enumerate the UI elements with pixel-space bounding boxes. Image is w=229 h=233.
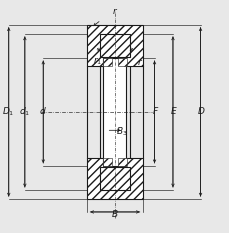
- Bar: [87, 158, 142, 199]
- Text: $D_1$: $D_1$: [2, 106, 14, 118]
- Text: E: E: [170, 107, 176, 116]
- Text: F: F: [152, 107, 157, 116]
- Bar: [118, 158, 126, 166]
- Bar: [87, 24, 142, 66]
- Text: d: d: [40, 107, 45, 116]
- Bar: [103, 58, 111, 66]
- Text: B: B: [112, 210, 117, 219]
- Text: r: r: [113, 7, 116, 17]
- Bar: [100, 34, 129, 57]
- Bar: [118, 58, 126, 66]
- Bar: [103, 58, 126, 166]
- Text: D: D: [197, 107, 204, 116]
- Bar: [103, 158, 111, 166]
- Text: $d_1$: $d_1$: [19, 106, 30, 118]
- Text: r: r: [137, 58, 141, 67]
- Text: $r_1$: $r_1$: [93, 55, 102, 67]
- Text: $B_3$: $B_3$: [116, 125, 127, 138]
- Bar: [100, 167, 129, 190]
